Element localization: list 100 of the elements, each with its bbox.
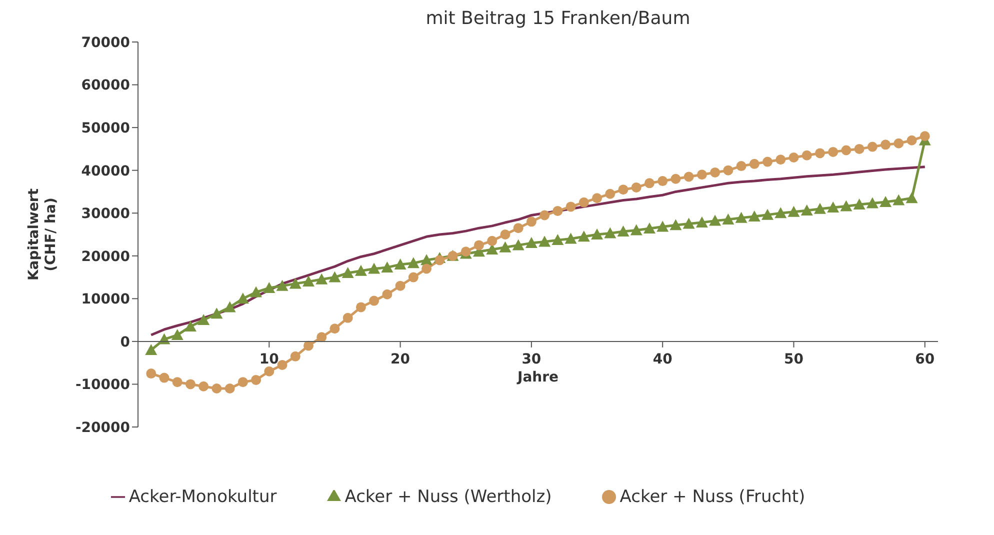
point <box>474 240 484 250</box>
point <box>906 192 918 204</box>
legend-label: Acker + Nuss (Frucht) <box>620 487 806 507</box>
x-axis-title: Jahre <box>516 369 559 386</box>
point <box>592 193 602 204</box>
point <box>263 282 276 293</box>
point <box>591 228 604 240</box>
point <box>814 148 825 158</box>
point <box>776 154 786 165</box>
point <box>566 202 576 212</box>
point <box>644 178 654 188</box>
y-tick-label: 70000 <box>81 34 130 51</box>
point <box>735 212 748 223</box>
y-tick-label: 10000 <box>81 292 130 308</box>
point <box>788 152 799 162</box>
point <box>802 150 812 160</box>
point <box>880 140 891 150</box>
point <box>709 214 722 226</box>
point <box>277 360 288 370</box>
y-tick-label: 60000 <box>81 78 130 94</box>
point <box>920 131 930 142</box>
point <box>540 210 550 220</box>
y-tick-label: 30000 <box>81 206 130 222</box>
point <box>841 145 852 156</box>
point <box>643 222 656 234</box>
point <box>499 241 512 252</box>
point <box>658 176 668 186</box>
point <box>330 324 340 334</box>
point <box>736 161 746 172</box>
point <box>316 332 327 342</box>
point <box>146 368 156 379</box>
point <box>513 223 524 234</box>
point <box>224 384 235 394</box>
y-tick-label: 0 <box>120 334 130 350</box>
point <box>328 271 341 282</box>
legend-label: Acker + Nuss (Wertholz) <box>344 487 552 507</box>
point <box>422 264 432 274</box>
y-tick-label: -20000 <box>75 420 130 436</box>
point <box>290 351 300 362</box>
point <box>382 289 392 300</box>
point <box>696 170 707 180</box>
y-tick-label: 50000 <box>81 120 130 137</box>
point <box>656 220 669 232</box>
y-tick-label: 40000 <box>81 163 130 180</box>
point <box>303 340 314 351</box>
point <box>526 216 536 227</box>
point <box>356 302 366 312</box>
point <box>289 278 302 289</box>
point <box>722 214 734 225</box>
point <box>696 216 708 228</box>
point <box>800 204 813 216</box>
x-tick-label: 10 <box>259 351 280 368</box>
point <box>630 224 642 236</box>
point <box>774 207 787 218</box>
point <box>145 344 158 355</box>
point <box>617 226 630 237</box>
point <box>604 227 616 238</box>
point <box>185 379 196 390</box>
point <box>224 301 236 312</box>
point <box>552 234 564 246</box>
point <box>236 292 249 304</box>
point <box>618 184 628 195</box>
point <box>762 156 773 167</box>
point <box>198 381 209 392</box>
point <box>814 202 826 214</box>
point <box>394 258 406 270</box>
point <box>894 138 904 148</box>
point <box>880 196 892 207</box>
point <box>840 200 852 212</box>
point <box>184 320 196 332</box>
point <box>605 188 616 199</box>
point <box>723 165 734 176</box>
point <box>788 206 800 217</box>
point <box>354 264 367 276</box>
point <box>827 202 840 213</box>
point <box>302 276 314 287</box>
x-tick-label: 60 <box>915 351 935 368</box>
chart-title: mit Beitrag 15 Franken/Baum <box>424 8 692 31</box>
point <box>368 262 380 274</box>
point <box>342 267 354 278</box>
point <box>710 167 720 178</box>
point <box>670 219 682 230</box>
point <box>210 308 223 319</box>
point <box>250 286 262 298</box>
point <box>866 197 878 208</box>
point <box>512 239 524 250</box>
y-tick-label: 20000 <box>81 248 130 265</box>
point <box>172 377 182 388</box>
point <box>487 236 498 246</box>
point <box>828 146 838 157</box>
point <box>854 144 864 154</box>
x-tick-label: 20 <box>390 351 410 368</box>
point <box>578 230 590 242</box>
point <box>749 158 760 169</box>
point <box>552 206 563 216</box>
point <box>853 198 866 210</box>
point <box>251 374 262 385</box>
point <box>316 273 328 284</box>
point <box>381 261 394 272</box>
point <box>525 237 538 248</box>
